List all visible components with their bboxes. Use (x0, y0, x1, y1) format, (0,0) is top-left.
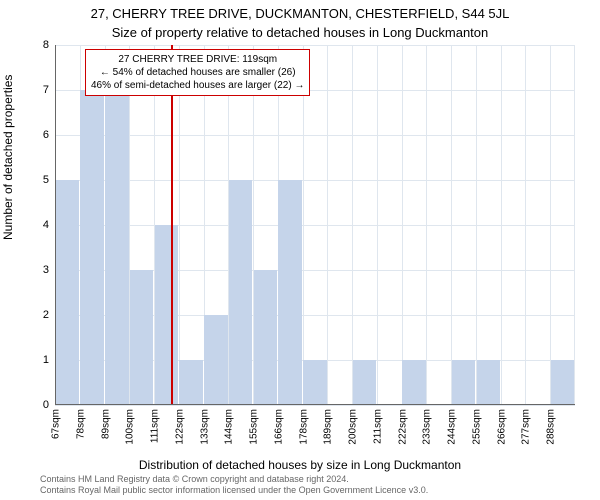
histogram-bar (254, 270, 278, 405)
y-axis-label: Number of detached properties (1, 75, 15, 240)
x-tick-label: 155sqm (249, 409, 260, 445)
x-tick-label: 166sqm (273, 409, 284, 445)
histogram-bar (229, 180, 253, 405)
gridline-v (303, 45, 304, 405)
y-tick-label: 0 (43, 399, 49, 411)
gridline-v (377, 45, 378, 405)
chart-title: 27, CHERRY TREE DRIVE, DUCKMANTON, CHEST… (0, 6, 600, 21)
x-tick-label: 200sqm (348, 409, 359, 445)
x-tick-label: 111sqm (150, 409, 161, 443)
x-tick-label: 288sqm (546, 409, 557, 445)
x-tick-label: 178sqm (298, 409, 309, 445)
x-tick-label: 277sqm (521, 409, 532, 445)
histogram-bar (105, 90, 129, 405)
gridline-v (179, 45, 180, 405)
x-tick-label: 255sqm (471, 409, 482, 445)
y-tick-label: 1 (43, 354, 49, 366)
footer-attribution: Contains HM Land Registry data © Crown c… (40, 474, 428, 496)
gridline-v (476, 45, 477, 405)
chart-container: { "title": "27, CHERRY TREE DRIVE, DUCKM… (0, 0, 600, 500)
annotation-line: ← 54% of detached houses are smaller (26… (91, 66, 304, 79)
x-tick-label: 211sqm (372, 409, 383, 444)
chart-subtitle: Size of property relative to detached ho… (0, 25, 600, 40)
histogram-bar (179, 360, 203, 405)
histogram-bar (353, 360, 377, 405)
histogram-bar (204, 315, 228, 405)
gridline-v (352, 45, 353, 405)
y-tick-label: 2 (43, 309, 49, 321)
x-tick-label: 233sqm (422, 409, 433, 445)
histogram-bar (130, 270, 154, 405)
footer-line2: Contains Royal Mail public sector inform… (40, 485, 428, 496)
y-tick-label: 4 (43, 219, 49, 231)
gridline-h (55, 225, 575, 226)
histogram-bar (56, 180, 80, 405)
y-tick-label: 5 (43, 174, 49, 186)
gridline-h (55, 45, 575, 46)
histogram-bar (452, 360, 476, 405)
gridline-v (451, 45, 452, 405)
y-tick-label: 3 (43, 264, 49, 276)
x-tick-label: 67sqm (51, 409, 62, 439)
y-tick-label: 8 (43, 39, 49, 51)
plot-area: 01234567867sqm78sqm89sqm100sqm111sqm122s… (55, 45, 575, 405)
histogram-bar (551, 360, 575, 405)
y-tick-label: 6 (43, 129, 49, 141)
y-tick-label: 7 (43, 84, 49, 96)
x-tick-label: 133sqm (199, 409, 210, 445)
x-tick-label: 100sqm (125, 409, 136, 445)
gridline-h (55, 135, 575, 136)
gridline-v (426, 45, 427, 405)
histogram-bar (278, 180, 302, 405)
histogram-bar (477, 360, 501, 405)
x-tick-label: 266sqm (496, 409, 507, 445)
x-tick-label: 122sqm (174, 409, 185, 445)
reference-line (171, 45, 173, 405)
x-tick-label: 89sqm (100, 409, 111, 439)
annotation-box: 27 CHERRY TREE DRIVE: 119sqm← 54% of det… (85, 49, 310, 96)
gridline-v (327, 45, 328, 405)
gridline-h (55, 180, 575, 181)
x-tick-label: 144sqm (224, 409, 235, 445)
annotation-line: 27 CHERRY TREE DRIVE: 119sqm (91, 53, 304, 66)
y-axis (55, 45, 56, 405)
x-tick-label: 78sqm (75, 409, 86, 439)
gridline-v (574, 45, 575, 405)
histogram-bar (402, 360, 426, 405)
gridline-h (55, 405, 575, 406)
x-tick-label: 244sqm (447, 409, 458, 445)
gridline-v (501, 45, 502, 405)
x-axis-label: Distribution of detached houses by size … (0, 458, 600, 472)
x-axis (55, 404, 575, 405)
gridline-v (402, 45, 403, 405)
gridline-v (525, 45, 526, 405)
x-tick-label: 189sqm (323, 409, 334, 445)
annotation-line: 46% of semi-detached houses are larger (… (91, 79, 304, 92)
footer-line1: Contains HM Land Registry data © Crown c… (40, 474, 428, 485)
histogram-bar (303, 360, 327, 405)
gridline-v (550, 45, 551, 405)
x-tick-label: 222sqm (397, 409, 408, 445)
histogram-bar (80, 90, 104, 405)
histogram-bar (155, 225, 179, 405)
